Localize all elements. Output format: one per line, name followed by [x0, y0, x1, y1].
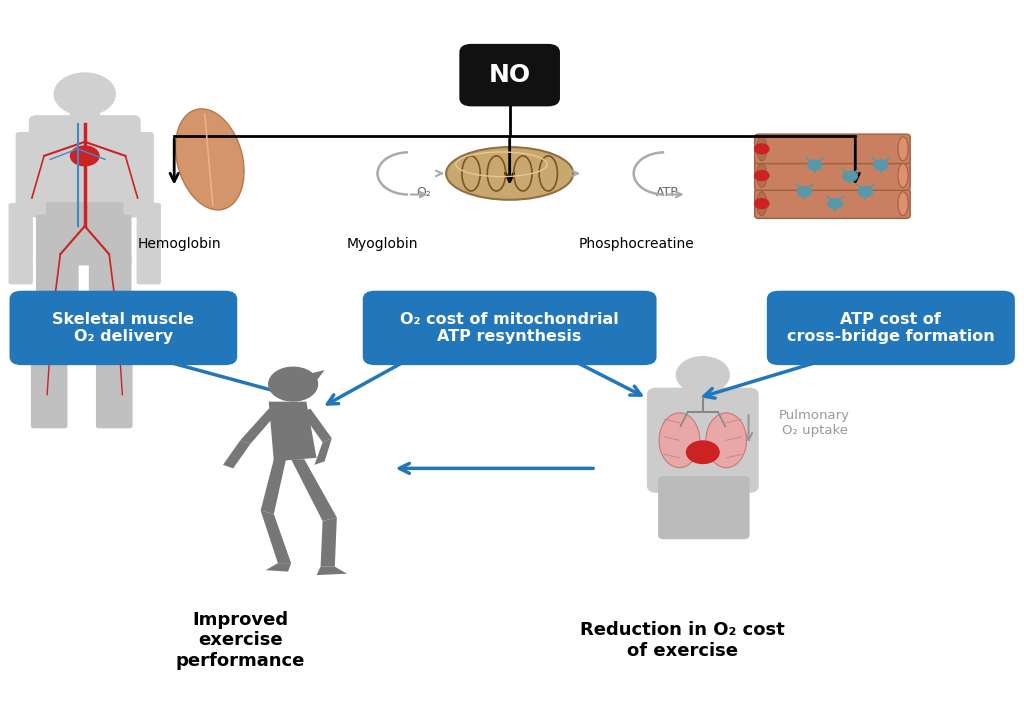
Circle shape [54, 73, 116, 115]
Polygon shape [301, 409, 332, 442]
Polygon shape [268, 402, 316, 461]
Text: NO: NO [488, 63, 530, 87]
Polygon shape [265, 563, 291, 572]
Ellipse shape [757, 192, 767, 216]
Text: Improved
exercise
performance: Improved exercise performance [175, 611, 305, 670]
Polygon shape [223, 441, 251, 468]
Circle shape [755, 144, 769, 154]
Polygon shape [316, 567, 347, 575]
Polygon shape [261, 510, 291, 563]
Ellipse shape [898, 192, 908, 216]
Polygon shape [314, 439, 332, 465]
FancyBboxPatch shape [96, 340, 132, 429]
Text: Reduction in O₂ cost
of exercise: Reduction in O₂ cost of exercise [581, 621, 784, 660]
FancyBboxPatch shape [647, 388, 759, 493]
Text: Pulmonary
O₂ uptake: Pulmonary O₂ uptake [779, 409, 850, 436]
FancyBboxPatch shape [31, 340, 68, 429]
Text: ATP: ATP [655, 186, 679, 199]
Ellipse shape [898, 137, 908, 161]
Circle shape [755, 199, 769, 209]
Circle shape [755, 171, 769, 180]
FancyBboxPatch shape [755, 134, 910, 164]
Text: ATP cost of
cross-bridge formation: ATP cost of cross-bridge formation [787, 312, 994, 344]
Polygon shape [261, 459, 286, 514]
Circle shape [268, 367, 317, 401]
Text: Skeletal muscle
O₂ delivery: Skeletal muscle O₂ delivery [52, 312, 195, 344]
FancyBboxPatch shape [136, 203, 161, 284]
FancyBboxPatch shape [29, 115, 140, 218]
Polygon shape [241, 409, 278, 443]
Ellipse shape [757, 164, 767, 188]
Ellipse shape [757, 137, 767, 161]
FancyBboxPatch shape [658, 476, 750, 539]
Circle shape [827, 199, 842, 209]
Text: O₂ cost of mitochondrial
ATP resynthesis: O₂ cost of mitochondrial ATP resynthesis [400, 312, 620, 344]
FancyBboxPatch shape [687, 379, 718, 400]
Circle shape [843, 171, 857, 181]
Circle shape [858, 187, 872, 197]
Circle shape [677, 357, 729, 393]
Ellipse shape [706, 413, 746, 467]
FancyBboxPatch shape [36, 255, 79, 348]
Text: Hemoglobin: Hemoglobin [137, 237, 221, 251]
Circle shape [798, 187, 812, 197]
FancyBboxPatch shape [36, 202, 131, 265]
Text: O₂: O₂ [416, 186, 431, 199]
FancyBboxPatch shape [9, 290, 238, 365]
FancyBboxPatch shape [8, 203, 33, 284]
FancyBboxPatch shape [362, 290, 656, 365]
Ellipse shape [898, 164, 908, 188]
FancyBboxPatch shape [767, 290, 1015, 365]
Circle shape [873, 160, 888, 170]
Circle shape [71, 146, 99, 166]
FancyBboxPatch shape [460, 44, 560, 106]
Text: Myoglobin: Myoglobin [347, 237, 419, 251]
Text: Phosphocreatine: Phosphocreatine [579, 237, 694, 251]
Polygon shape [304, 370, 325, 382]
Ellipse shape [175, 109, 244, 210]
FancyBboxPatch shape [70, 97, 100, 123]
Polygon shape [321, 517, 337, 567]
FancyBboxPatch shape [15, 132, 46, 215]
FancyBboxPatch shape [89, 255, 131, 348]
Circle shape [808, 160, 821, 170]
FancyBboxPatch shape [755, 189, 910, 219]
Polygon shape [291, 459, 337, 521]
FancyBboxPatch shape [755, 161, 910, 190]
Ellipse shape [446, 147, 573, 200]
Ellipse shape [659, 413, 699, 467]
FancyBboxPatch shape [123, 132, 154, 215]
Circle shape [686, 441, 719, 463]
